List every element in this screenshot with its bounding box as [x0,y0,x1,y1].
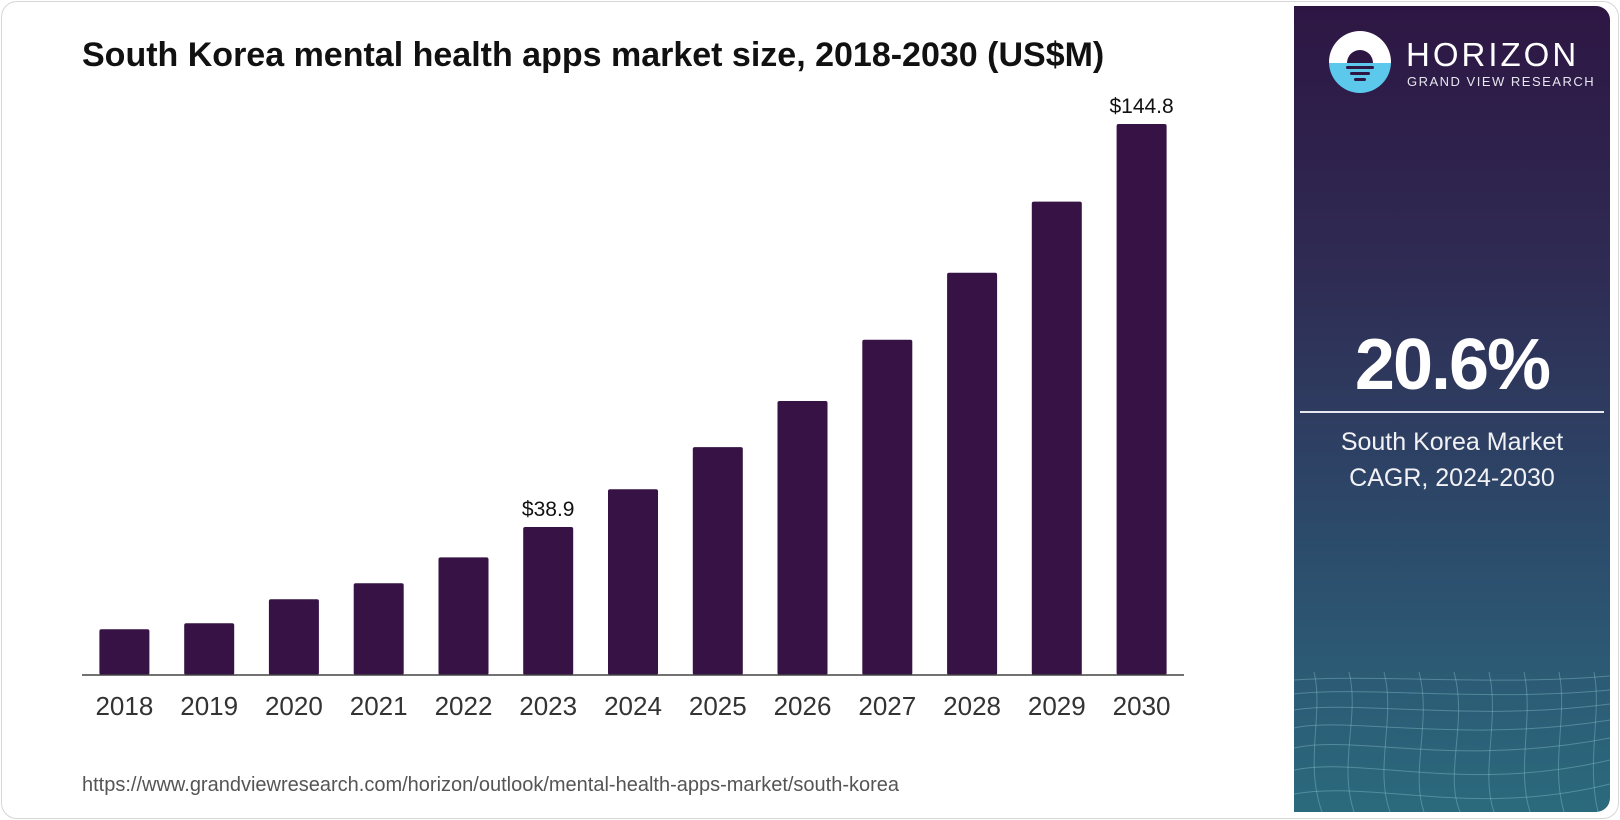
bar-2029 [1031,201,1082,675]
cagr-divider [1300,411,1604,413]
x-tick-label: 2025 [689,691,747,721]
x-tick-label: 2028 [943,691,1001,721]
x-tick-label: 2019 [180,691,238,721]
bar-2024 [608,489,658,675]
x-tick-label: 2023 [519,691,577,721]
bar-2025 [692,447,743,675]
data-label: $144.8 [1109,95,1173,118]
bar-2021 [353,583,404,675]
bar-2018 [99,629,150,675]
bar-chart: 2018 2019 2020 2021 2022 2023 $38.9 2024 2025 202… [82,95,1184,721]
x-tick-label: 2021 [350,691,408,721]
x-tick-label: 2022 [435,691,493,721]
x-tick-label: 2020 [265,691,323,721]
x-tick-label: 2026 [774,691,832,721]
cagr-label-line2: CAGR, 2024-2030 [1349,464,1555,492]
x-tick-label: 2030 [1113,691,1171,721]
bar-2023 [523,527,574,675]
cagr-value: 20.6% [1354,325,1551,405]
brand-name: HORIZON [1406,36,1580,73]
bar-2026 [777,401,828,675]
bar-2028 [947,272,998,675]
bar-2030 [1116,124,1167,675]
x-tick-label: 2018 [95,691,153,721]
cagr-side-panel: HORIZON GRAND VIEW RESEARCH 20.6% South … [1294,6,1610,812]
bar-2019 [184,623,235,675]
cagr-label: South Korea Market CAGR, 2024-2030 [1294,424,1610,496]
bar-2022 [438,557,489,675]
source-url[interactable]: https://www.grandviewresearch.com/horizo… [82,774,900,796]
bar-2020 [268,599,319,675]
data-label: $38.9 [522,498,575,521]
horizon-sun-logo-icon [1329,31,1391,93]
cagr-label-line1: South Korea Market [1340,428,1564,456]
x-tick-label: 2024 [604,691,662,721]
brand-subtitle: GRAND VIEW RESEARCH [1407,74,1596,89]
x-tick-label: 2029 [1028,691,1086,721]
bar-2027 [862,339,913,675]
chart-title: South Korea mental health apps market si… [82,36,1105,74]
mesh-wave-decoration [1294,672,1610,812]
x-tick-label: 2027 [858,691,916,721]
